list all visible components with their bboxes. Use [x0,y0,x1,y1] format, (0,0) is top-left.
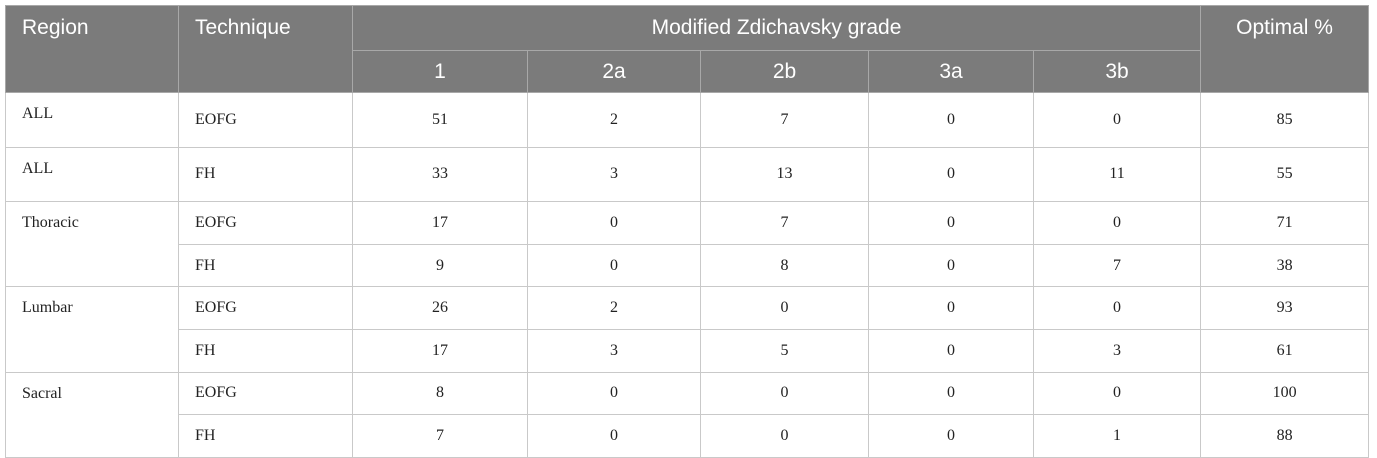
region-cell: Lumbar [5,286,179,373]
technique-cell: FH [178,328,353,373]
technique-cell: FH [178,243,353,288]
grade-cell: 5 [700,328,869,373]
header-cell: Technique [178,5,353,93]
header-cell: Region [5,5,179,93]
header-row: 1 2a 2b 3a 3b [6,50,1369,93]
technique-cell: EOFG [178,286,353,330]
grade-cell: 0 [1032,201,1202,245]
table-row: Sacral EOFG 8 0 0 0 0 100 [5,371,1370,458]
data-table: Region Technique Modified Zdichavsky gra… [5,5,1370,458]
grade-cell: 0 [1032,92,1202,148]
grade-cell: 0 [868,328,1034,373]
grade-cell: 0 [527,243,701,288]
grade-cell: 8 [352,371,528,416]
grade-cell: 3 [1032,328,1202,373]
table-body: ALL EOFG 51 2 7 0 0 85 ALL FH 33 3 13 0 11 55 Thoracic EO… [5,92,1370,458]
grade-cell: 0 [527,371,701,416]
optimal-cell: 93 [1200,286,1370,330]
optimal-cell: 100 [1200,371,1370,416]
technique-cell: EOFG [178,92,353,148]
grade-cell: 7 [700,201,869,245]
table-row: Lumbar EOFG 26 2 0 0 0 93 [5,286,1370,373]
region-cell: Sacral [5,371,179,458]
grade-cell: 2 [527,92,701,148]
grade-cell: 0 [1032,286,1202,330]
grade-cell: 0 [1032,371,1202,416]
grade-cell: 0 [868,201,1034,245]
grade-cell: 7 [1032,243,1202,288]
grade-cell: 0 [700,371,869,416]
technique-cell: EOFG [178,201,353,245]
grade-cell: 13 [700,146,869,203]
table-row: FH 17 3 5 0 3 61 [6,328,1370,373]
grade-cell: 51 [352,92,528,148]
grade-header: 1 [352,50,528,93]
grade-cell: 3 [527,328,701,373]
optimal-cell: 71 [1200,201,1370,245]
header-row: Region Technique Modified Zdichavsky gra… [5,5,1370,93]
technique-cell: EOFG [178,371,353,416]
region-cell: ALL [5,92,179,148]
table-row: Thoracic EOFG 17 0 7 0 0 71 [5,201,1370,288]
grade-header: 3b [1032,50,1202,93]
grade-cell: 33 [352,146,528,203]
grade-cell: 0 [868,371,1034,416]
grade-cell: 0 [868,286,1034,330]
grade-cell: 7 [700,92,869,148]
grade-cell: 17 [352,328,528,373]
grade-header: 3a [868,50,1034,93]
optimal-cell: 85 [1200,92,1370,148]
table-row: ALL EOFG 51 2 7 0 0 85 [5,92,1370,148]
grade-cell: 0 [868,243,1034,288]
grade-header: 2b [700,50,869,93]
grade-cell: 3 [527,146,701,203]
optimal-cell: 55 [1200,146,1370,203]
optimal-cell: 38 [1200,243,1370,288]
grade-cell: 0 [868,92,1034,148]
grade-cell: 8 [700,243,869,288]
table-row: FH 9 0 8 0 7 38 [6,243,1370,288]
grade-cell: 9 [352,243,528,288]
grade-header: 2a [527,50,701,93]
grade-cell: 0 [527,201,701,245]
header-cell: Modified Zdichavsky grade [351,5,1202,51]
grade-cell: 2 [527,286,701,330]
grade-cell: 0 [868,146,1034,203]
technique-cell: FH [178,146,353,203]
grade-cell: 11 [1032,146,1202,203]
grade-cell: 17 [352,201,528,245]
page: {"header": {"region": "Region", "techniq… [5,5,1370,458]
table-row: ALL FH 33 3 13 0 11 55 [5,146,1370,203]
region-cell: ALL [5,146,179,203]
grade-cell: 0 [700,286,869,330]
region-cell: Thoracic [5,201,179,288]
table-header: Region Technique Modified Zdichavsky gra… [5,5,1370,93]
optimal-cell: 61 [1200,328,1370,373]
grade-cell: 26 [352,286,528,330]
header-cell: Optimal % [1200,5,1370,93]
